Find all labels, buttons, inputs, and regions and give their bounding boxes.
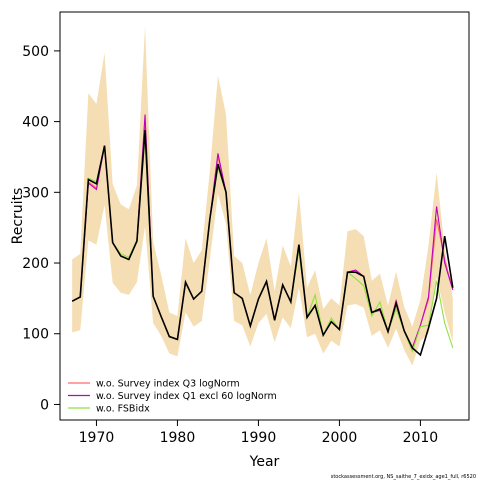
confidence-band-layer (72, 26, 453, 366)
y-tick-label: 0 (40, 397, 49, 413)
y-tick-label: 500 (22, 44, 49, 60)
footer-note: stockassessment.org, NS_saithe_7_exidx_a… (331, 474, 476, 480)
plot-frame (59, 11, 470, 421)
y-axis: 0 100 200 300 400 500 (22, 44, 60, 413)
legend-label: w.o. Survey index Q1 excl 60 logNorm (96, 391, 277, 402)
x-tick-label: 1990 (241, 430, 277, 446)
series-layer (71, 114, 454, 357)
x-axis-title: Year (249, 454, 280, 470)
y-tick-label: 100 (22, 327, 49, 343)
x-tick-label: 1980 (160, 430, 196, 446)
y-tick-label: 200 (22, 256, 49, 272)
base-run-line (71, 130, 454, 357)
confidence-band (72, 26, 453, 366)
x-tick-label: 2010 (403, 430, 439, 446)
y-tick-label: 300 (22, 185, 49, 201)
legend-label: w.o. FSBidx (96, 404, 150, 415)
x-axis: 1970 1980 1990 2000 2010 (79, 420, 439, 446)
x-tick-label: 2000 (322, 430, 358, 446)
y-tick-label: 400 (22, 115, 49, 131)
y-axis-title: Recruits (10, 188, 26, 245)
x-tick-label: 1970 (79, 430, 115, 446)
legend-label: w.o. Survey index Q3 logNorm (96, 379, 240, 390)
